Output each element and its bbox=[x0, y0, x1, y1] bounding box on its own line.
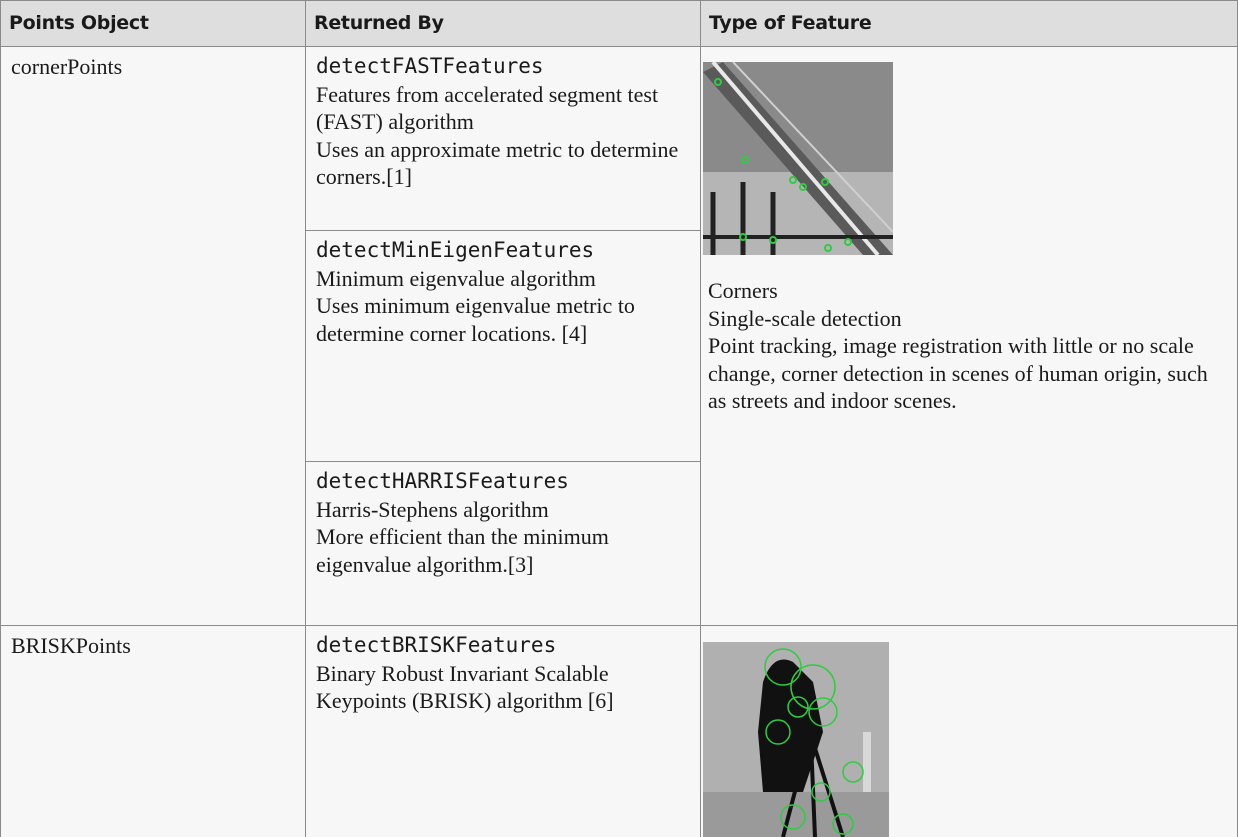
feature-text: Point tracking, image registration with … bbox=[708, 333, 1208, 413]
function-name: detectHARRISFeatures bbox=[316, 469, 569, 493]
method-cell: detectMinEigenFeatures Minimum eigenvalu… bbox=[306, 231, 701, 462]
feature-text: Corners bbox=[708, 278, 778, 303]
feature-cell bbox=[701, 626, 1238, 837]
description: Binary Robust Invariant Scalable Keypoin… bbox=[316, 660, 614, 714]
object-cell: BRISKPoints bbox=[0, 626, 306, 837]
function-name: detectMinEigenFeatures bbox=[316, 238, 595, 262]
description: Features from accelerated segment test (… bbox=[316, 81, 659, 135]
header-cell: Returned By bbox=[306, 0, 701, 47]
description: More efficient than the minimum eigenval… bbox=[316, 524, 609, 577]
method-cell: detectBRISKFeatures Binary Robust Invari… bbox=[306, 626, 701, 837]
feature-text: Single-scale detection bbox=[708, 305, 902, 331]
method-cell: detectHARRISFeatures Harris-Stephens alg… bbox=[306, 462, 701, 626]
object-cell: cornerPoints bbox=[0, 47, 306, 626]
feature-cell: Corners Single-scale detection Point tra… bbox=[701, 47, 1238, 626]
header-cell: Type of Feature bbox=[701, 0, 1238, 47]
brisk-feature-image bbox=[703, 642, 889, 837]
description: Uses minimum eigenvalue metric to determ… bbox=[316, 293, 635, 346]
description: Minimum eigenvalue algorithm bbox=[316, 265, 596, 291]
fast-feature-image bbox=[703, 62, 893, 255]
description: Uses an approximate metric to determine … bbox=[316, 136, 679, 190]
description: Harris-Stephens algorithm bbox=[316, 496, 549, 522]
header-cell: Points Object bbox=[0, 0, 306, 47]
function-name: detectFASTFeatures bbox=[316, 54, 544, 78]
method-cell: detectFASTFeatures Features from acceler… bbox=[306, 47, 701, 231]
function-name: detectBRISKFeatures bbox=[316, 633, 557, 657]
